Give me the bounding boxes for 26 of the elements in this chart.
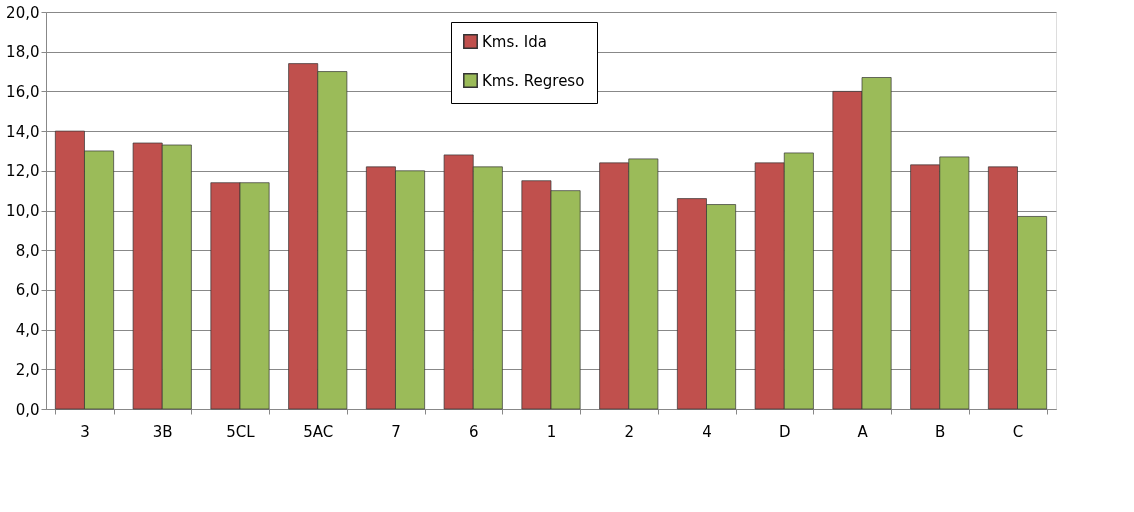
x-tick-label: D [778,422,791,441]
x-tick-label: 3 [80,422,90,441]
x-tick-label: 3B [152,422,173,441]
x-tick-label: 5AC [303,422,334,441]
y-tick-label: 8,0 [15,241,40,260]
y-tick-label: 4,0 [15,321,40,340]
y-tick-label: 0,0 [15,400,40,419]
y-tick-label: 10,0 [6,202,40,220]
y-tick-label: 20,0 [6,3,40,22]
y-tick-label: 16,0 [6,82,40,101]
legend-label: Kms. Regreso [482,71,585,90]
y-tick-label: 18,0 [6,43,40,62]
x-tick-label: B [935,422,946,441]
y-tick-label: 14,0 [6,122,40,141]
x-tick-label: 7 [391,422,401,441]
x-tick-label: 4 [702,422,712,441]
x-tick-label: A [857,422,869,441]
x-tick-label: 2 [624,422,635,441]
y-tick-label: 12,0 [6,162,40,181]
legend-label: Kms. Ida [482,32,547,51]
x-tick-label: 5CL [226,422,256,441]
y-tick-label: 6,0 [15,281,40,300]
x-tick-label: 1 [546,422,557,441]
y-tick-label: 2,0 [15,360,40,379]
x-tick-label: 6 [468,422,479,441]
x-tick-label: C [1012,422,1024,441]
